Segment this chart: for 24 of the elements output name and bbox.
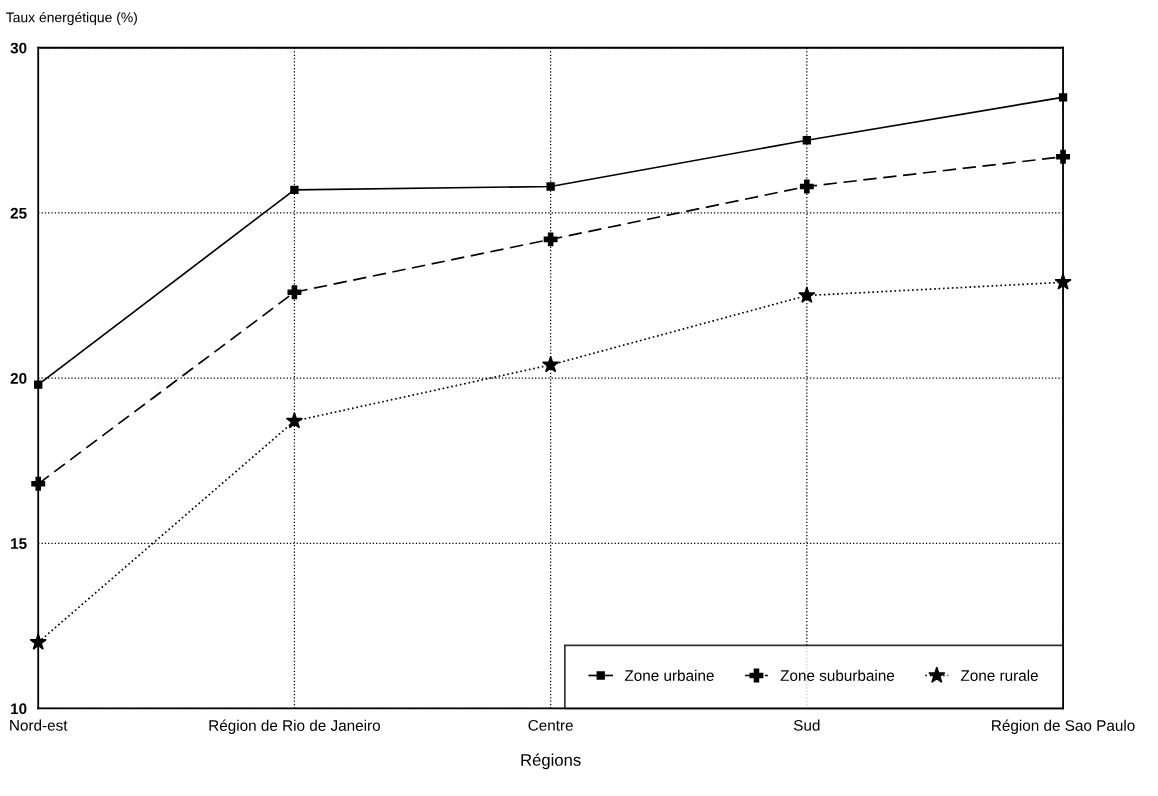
point	[802, 136, 812, 145]
legend-label: Zone suburbaine	[780, 669, 895, 681]
point	[543, 232, 558, 247]
point	[287, 285, 302, 300]
point	[290, 185, 299, 194]
point	[546, 182, 555, 191]
point	[542, 355, 560, 373]
point	[285, 412, 304, 429]
y-axis-title: Taux énergétique (%)	[6, 11, 137, 26]
x-tick-label: Nord-est	[10, 719, 68, 731]
x-tick-label: Centre	[528, 719, 573, 731]
y-tick-label: 30	[10, 42, 27, 54]
legend-label: Zone urbaine	[624, 669, 714, 681]
y-tick-label: 10	[11, 703, 27, 715]
y-tick-label: 15	[11, 538, 27, 549]
x-axis-title: Régions	[521, 753, 581, 770]
point	[799, 179, 814, 194]
y-tick-label: 25	[10, 207, 27, 219]
y-tick-label: 20	[10, 372, 27, 384]
x-tick-label: Sud	[793, 719, 820, 731]
point	[798, 286, 816, 303]
x-tick-label: Région de Rio de Janeiro	[209, 719, 380, 734]
x-tick-label: Région de Sao Paulo	[992, 719, 1135, 734]
legend-label: Zone rurale	[960, 669, 1038, 681]
